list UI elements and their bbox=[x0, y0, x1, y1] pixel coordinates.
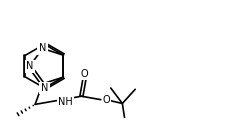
Text: NH: NH bbox=[58, 97, 73, 107]
Text: N: N bbox=[39, 43, 46, 53]
Text: O: O bbox=[81, 69, 89, 79]
Text: N: N bbox=[41, 83, 48, 93]
Text: O: O bbox=[103, 95, 110, 105]
Text: N: N bbox=[26, 61, 33, 71]
